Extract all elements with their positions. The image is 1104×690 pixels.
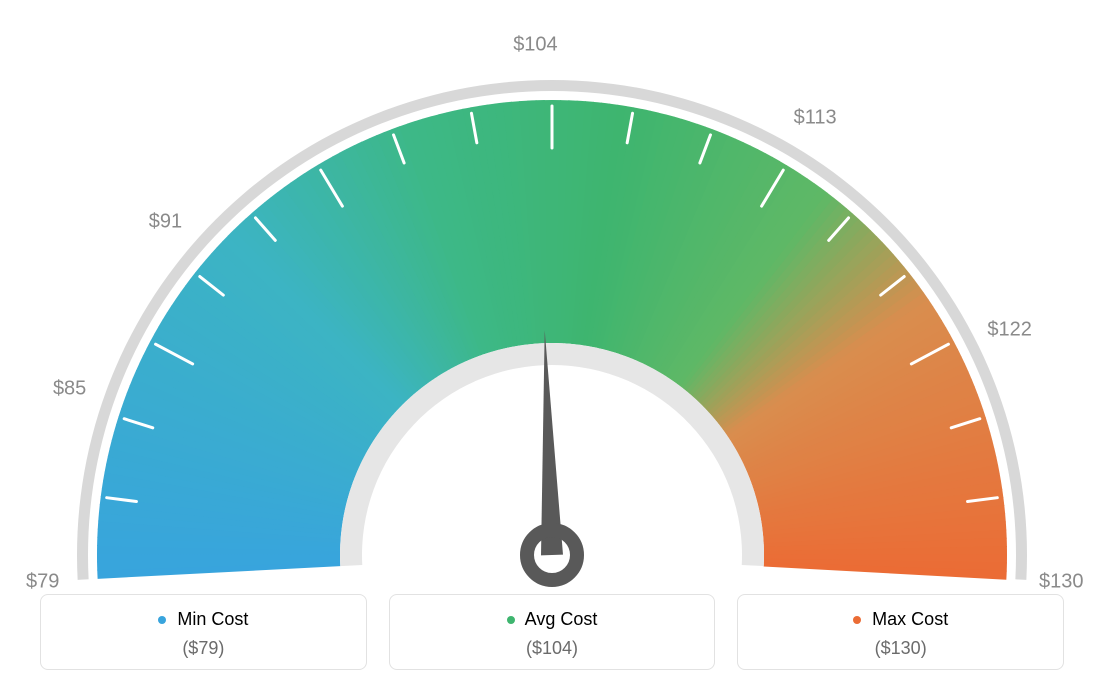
legend-row: Min Cost ($79) Avg Cost ($104) Max Cost …	[40, 594, 1064, 670]
legend-box-avg: Avg Cost ($104)	[389, 594, 716, 670]
dot-icon	[853, 616, 861, 624]
legend-value-avg: ($104)	[400, 638, 705, 659]
legend-title-max: Max Cost	[748, 609, 1053, 630]
legend-title-min: Min Cost	[51, 609, 356, 630]
legend-box-min: Min Cost ($79)	[40, 594, 367, 670]
gauge-area: $79 $85 $91 $104 $113 $122 $130	[0, 0, 1104, 590]
dot-icon	[507, 616, 515, 624]
legend-label: Avg Cost	[525, 609, 598, 629]
legend-label: Max Cost	[872, 609, 948, 629]
legend-value-max: ($130)	[748, 638, 1053, 659]
gauge-tick-label: $79	[26, 570, 59, 593]
gauge-tick-label: $91	[149, 211, 182, 234]
dot-icon	[158, 616, 166, 624]
legend-label: Min Cost	[177, 609, 248, 629]
gauge-tick-label: $113	[794, 107, 837, 130]
gauge-tick-label: $130	[1039, 570, 1084, 593]
gauge-tick-label: $122	[987, 318, 1032, 341]
legend-value-min: ($79)	[51, 638, 356, 659]
legend-box-max: Max Cost ($130)	[737, 594, 1064, 670]
cost-gauge-chart: $79 $85 $91 $104 $113 $122 $130 Min Cost ($79)…	[0, 0, 1104, 690]
gauge-tick-label: $104	[513, 34, 558, 57]
gauge-tick-label: $85	[53, 378, 86, 401]
legend-title-avg: Avg Cost	[400, 609, 705, 630]
gauge-svg	[0, 0, 1104, 590]
